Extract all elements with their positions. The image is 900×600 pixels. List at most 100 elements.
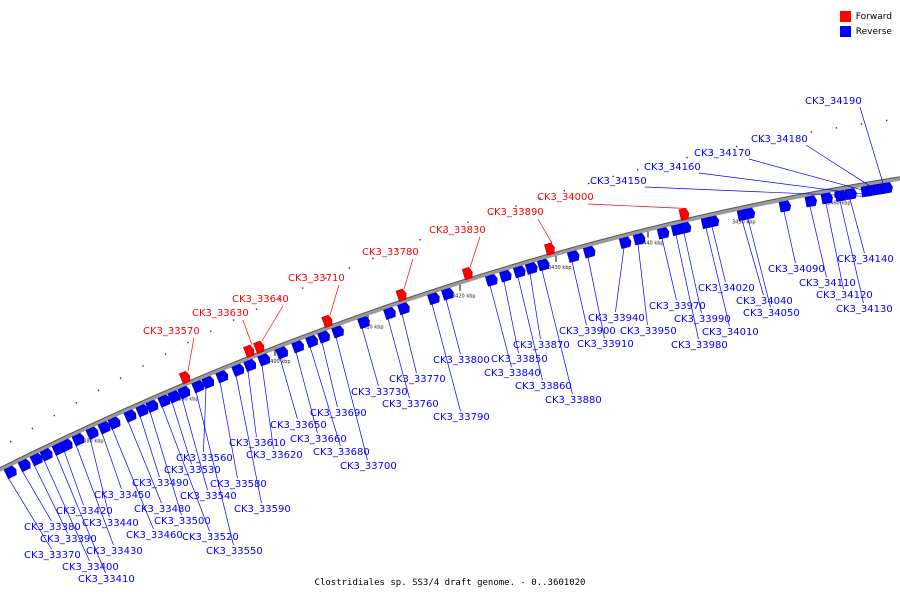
gene-feature-ck3-33630[interactable] [243, 344, 255, 359]
gene-label[interactable]: CK3_33610 [229, 438, 286, 449]
gene-feature-ck3-34140[interactable] [844, 188, 858, 201]
gene-label[interactable]: CK3_34180 [751, 134, 808, 145]
gene-label[interactable]: CK3_33900 [559, 326, 616, 337]
gene-feature-ck3-33860[interactable] [512, 265, 526, 279]
gene-feature-ck3-34190[interactable] [880, 182, 893, 195]
gene-label[interactable]: CK3_33420 [56, 506, 113, 517]
gene-feature-ck3-33970[interactable] [656, 227, 670, 240]
gene-label[interactable]: CK3_33760 [382, 399, 439, 410]
gene-feature-ck3-33440[interactable] [85, 426, 100, 440]
gene-feature-ck3-33590[interactable] [231, 363, 246, 377]
gene-feature-ck3-34050[interactable] [742, 207, 756, 220]
gene-label[interactable]: CK3_34140 [837, 254, 894, 265]
gene-label[interactable]: CK3_33560 [176, 453, 233, 464]
gene-label[interactable]: CK3_33520 [182, 532, 239, 543]
gene-label[interactable]: CK3_33590 [234, 504, 291, 515]
gene-label[interactable]: CK3_34040 [736, 296, 793, 307]
gene-feature-ck3-33690[interactable] [317, 330, 332, 344]
gene-feature-ck3-33380[interactable] [17, 458, 32, 473]
gene-feature-ck3-33450[interactable] [97, 420, 112, 435]
gene-feature-ck3-33830[interactable] [461, 267, 474, 281]
gene-label[interactable]: CK3_33650 [270, 420, 327, 431]
gene-feature-ck3-33780[interactable] [395, 288, 408, 302]
gene-label[interactable]: CK3_34130 [836, 304, 893, 315]
gene-feature-ck3-33460[interactable] [107, 416, 122, 430]
gene-feature-ck3-34000[interactable] [678, 207, 690, 221]
gene-label[interactable]: CK3_33830 [429, 225, 486, 236]
gene-label[interactable]: CK3_33440 [82, 518, 139, 529]
gene-label[interactable]: CK3_34110 [799, 278, 856, 289]
gene-label[interactable]: CK3_34050 [743, 308, 800, 319]
gene-label[interactable]: CK3_33910 [577, 339, 634, 350]
gene-label[interactable]: CK3_33430 [86, 546, 143, 557]
gene-feature-ck3-33640[interactable] [253, 340, 265, 355]
gene-label[interactable]: CK3_33890 [487, 207, 544, 218]
gene-feature-ck3-33430[interactable] [71, 432, 86, 447]
gene-label[interactable]: CK3_33860 [515, 381, 572, 392]
gene-label[interactable]: CK3_33480 [134, 504, 191, 515]
gene-feature-ck3-33370[interactable] [3, 465, 18, 480]
gene-feature-ck3-34110[interactable] [804, 195, 818, 208]
gene-feature-ck3-33650[interactable] [275, 346, 290, 360]
gene-label[interactable]: CK3_33400 [62, 562, 119, 573]
gene-label[interactable]: CK3_33540 [180, 491, 237, 502]
gene-feature-ck3-33800[interactable] [441, 287, 455, 301]
gene-label[interactable]: CK3_33410 [78, 574, 135, 585]
gene-label[interactable]: CK3_34020 [698, 283, 755, 294]
gene-feature-ck3-33900[interactable] [566, 250, 580, 263]
gene-feature-ck3-33400[interactable] [39, 447, 54, 462]
gene-label[interactable]: CK3_34170 [694, 148, 751, 159]
gene-label[interactable]: CK3_33990 [674, 314, 731, 325]
gene-feature-ck3-33570[interactable] [178, 370, 192, 385]
gene-feature-ck3-33950[interactable] [632, 232, 646, 246]
gene-label[interactable]: CK3_33490 [132, 478, 189, 489]
gene-label[interactable]: CK3_34120 [816, 290, 873, 301]
gene-feature-ck3-33490[interactable] [135, 403, 150, 418]
gene-label[interactable]: CK3_33730 [351, 387, 408, 398]
gene-feature-ck3-34020[interactable] [706, 215, 720, 228]
gene-feature-ck3-33580[interactable] [215, 370, 230, 384]
gene-label[interactable]: CK3_34000 [537, 192, 594, 203]
gene-feature-ck3-33730[interactable] [357, 316, 371, 330]
gene-feature-ck3-33770[interactable] [397, 302, 411, 316]
gene-feature-ck3-33880[interactable] [536, 258, 550, 272]
gene-label[interactable]: CK3_33460 [126, 530, 183, 541]
gene-feature-ck3-33790[interactable] [427, 292, 441, 306]
gene-label[interactable]: CK3_33840 [484, 368, 541, 379]
gene-feature-ck3-33560[interactable] [201, 375, 216, 390]
gene-feature-ck3-33540[interactable] [177, 385, 192, 400]
gene-feature-ck3-33610[interactable] [243, 358, 258, 373]
gene-label[interactable]: CK3_33390 [40, 534, 97, 545]
gene-feature-ck3-33390[interactable] [29, 452, 44, 467]
gene-label[interactable]: CK3_34090 [768, 264, 825, 275]
gene-feature-ck3-34120[interactable] [820, 192, 834, 205]
gene-label[interactable]: CK3_33770 [389, 374, 446, 385]
gene-label[interactable]: CK3_33620 [246, 450, 303, 461]
gene-label[interactable]: CK3_33640 [232, 294, 289, 305]
gene-feature-ck3-33660[interactable] [291, 340, 306, 354]
gene-label[interactable]: CK3_33940 [588, 313, 645, 324]
gene-feature-ck3-33530[interactable] [167, 390, 182, 404]
gene-feature-ck3-33680[interactable] [305, 334, 320, 349]
gene-feature-ck3-33760[interactable] [383, 306, 397, 320]
gene-label[interactable]: CK3_33800 [433, 355, 490, 366]
gene-label[interactable]: CK3_33710 [288, 273, 345, 284]
gene-label[interactable]: CK3_33380 [24, 522, 81, 533]
gene-feature-ck3-34090[interactable] [778, 200, 792, 213]
gene-label[interactable]: CK3_34150 [590, 176, 647, 187]
gene-label[interactable]: CK3_33500 [154, 516, 211, 527]
gene-feature-ck3-33990[interactable] [678, 221, 692, 235]
gene-feature-ck3-33620[interactable] [257, 353, 272, 367]
gene-label[interactable]: CK3_34190 [805, 96, 862, 107]
gene-feature-ck3-33500[interactable] [145, 399, 160, 414]
gene-feature-ck3-33520[interactable] [157, 394, 172, 408]
gene-label[interactable]: CK3_33530 [164, 465, 221, 476]
gene-label[interactable]: CK3_33980 [671, 340, 728, 351]
gene-label[interactable]: CK3_33690 [310, 408, 367, 419]
gene-label[interactable]: CK3_33850 [491, 354, 548, 365]
gene-label[interactable]: CK3_33370 [24, 550, 81, 561]
gene-label[interactable]: CK3_33870 [513, 340, 570, 351]
gene-feature-ck3-33850[interactable] [498, 269, 512, 283]
gene-feature-ck3-33420[interactable] [59, 438, 74, 453]
gene-label[interactable]: CK3_33700 [340, 461, 397, 472]
